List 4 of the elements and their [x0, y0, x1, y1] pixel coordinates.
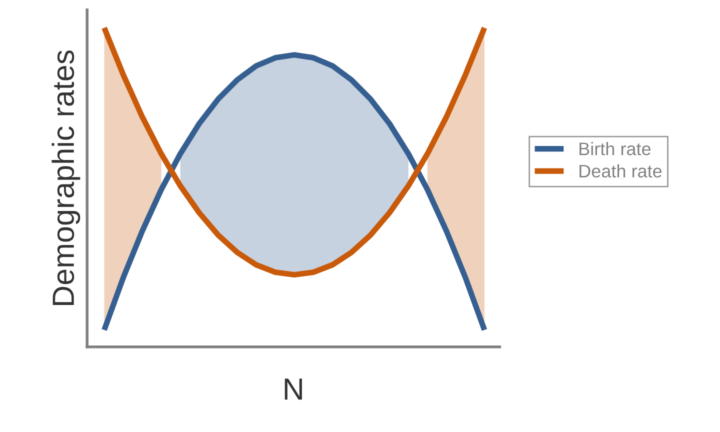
x-axis-title: N	[284, 378, 302, 400]
legend-label: Death rate	[580, 164, 662, 178]
legend-label: Birth rate	[580, 142, 651, 156]
y-axis-title: Demographic rates	[52, 50, 80, 305]
